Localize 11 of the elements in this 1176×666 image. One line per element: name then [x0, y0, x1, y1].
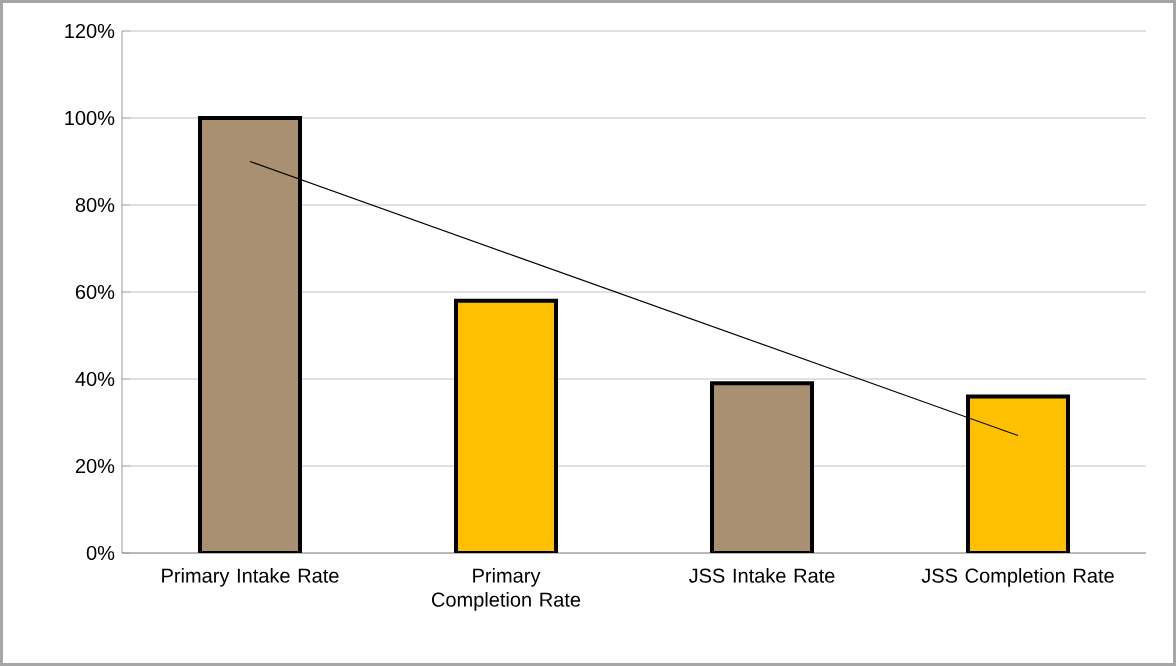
y-tick-label: 0% — [86, 545, 115, 561]
y-tick-label: 120% — [65, 23, 115, 39]
y-tick-label: 100% — [65, 110, 115, 126]
x-tick-label: JSS Completion Rate — [921, 568, 1114, 587]
y-tick-label: 40% — [75, 371, 115, 387]
x-tick-label: JSS Intake Rate — [688, 568, 835, 583]
y-tick-label: 80% — [75, 197, 115, 213]
y-tick-label: 20% — [75, 458, 115, 474]
x-tick-label: Primary Completion Rate — [431, 568, 581, 611]
y-tick-label: 60% — [75, 284, 115, 300]
x-tick-label: Primary Intake Rate — [162, 568, 339, 587]
